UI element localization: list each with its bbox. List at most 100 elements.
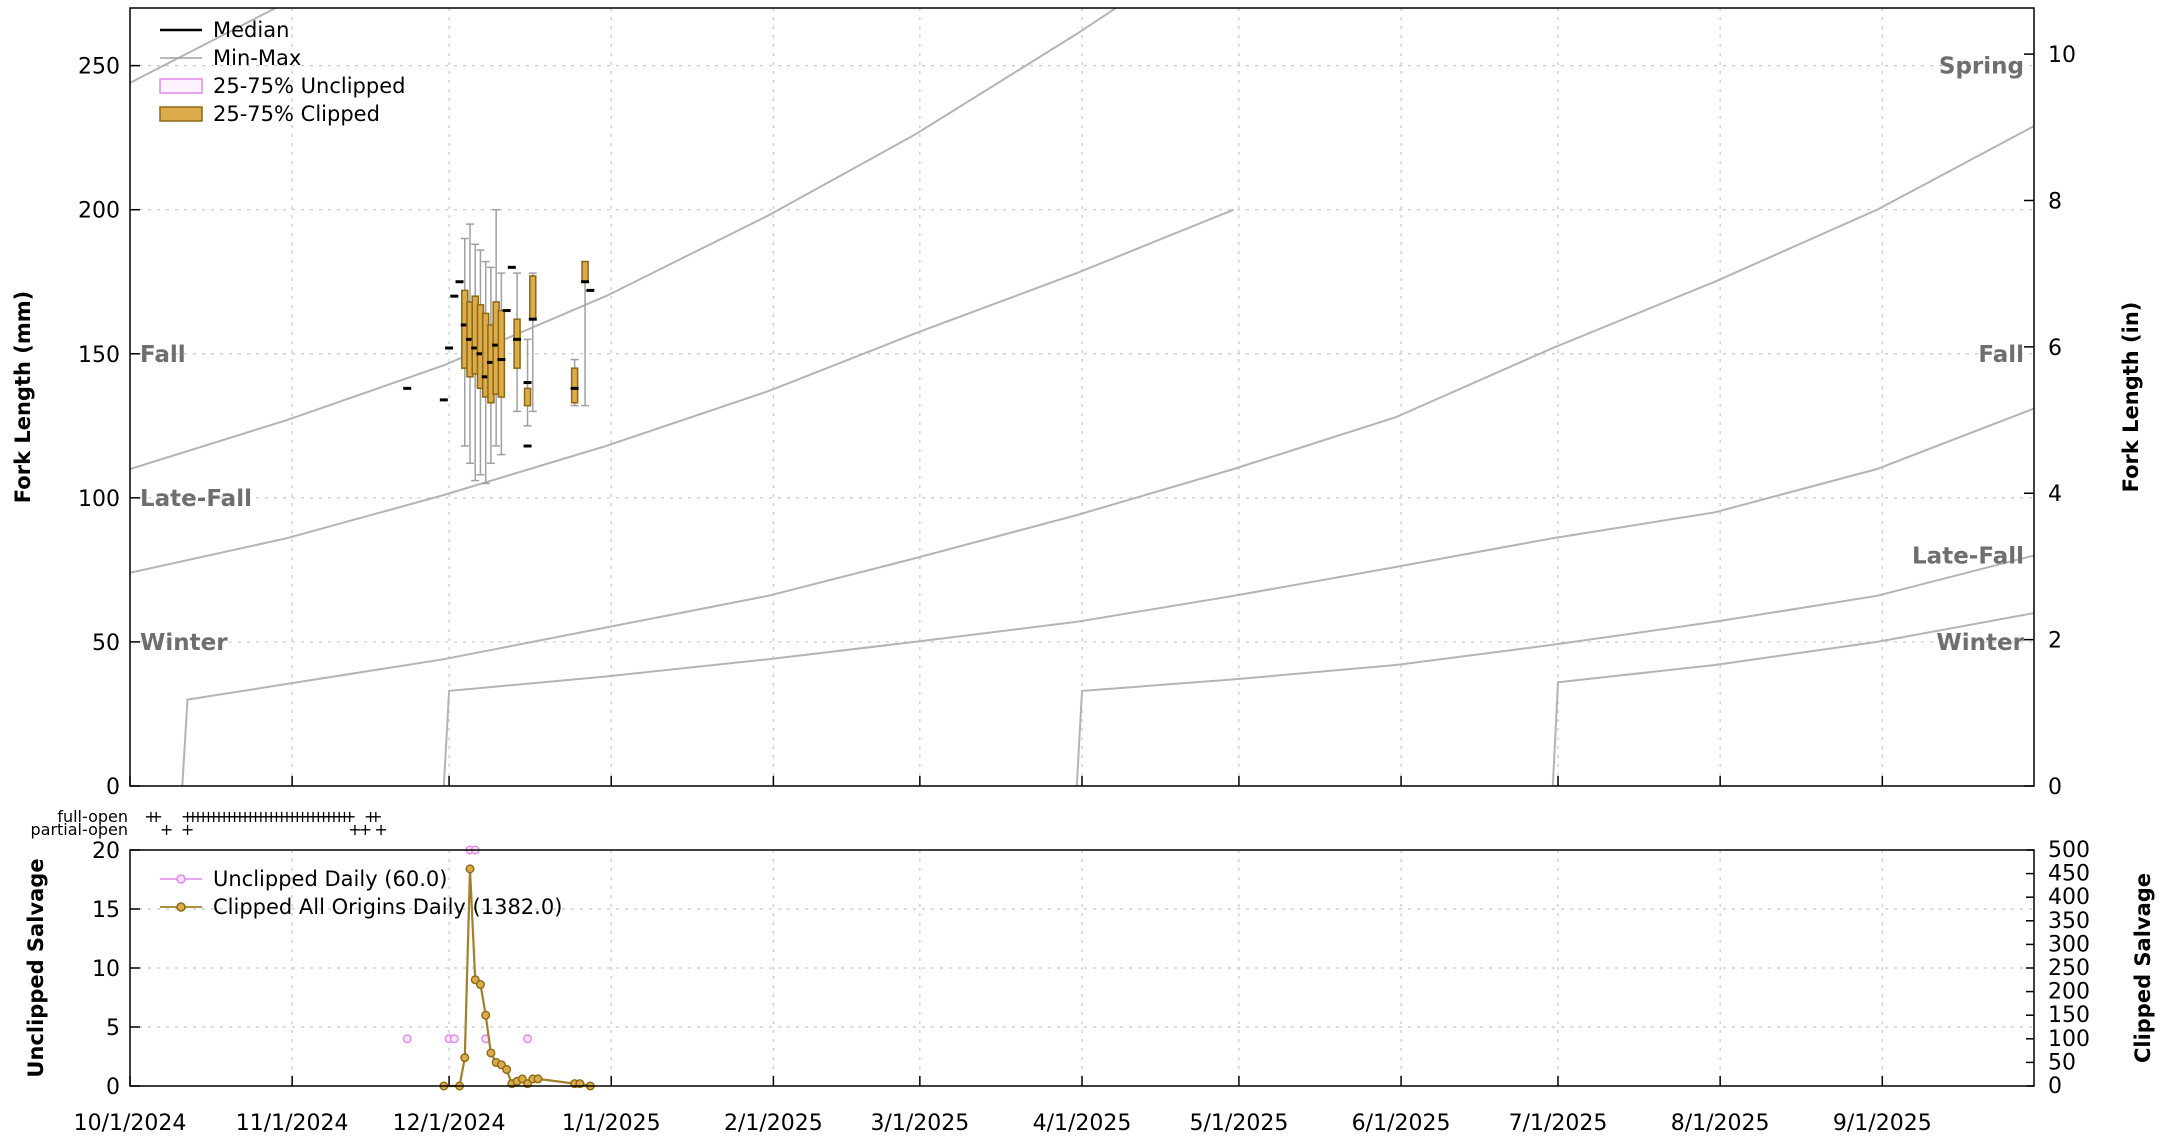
full-open-marker: + — [244, 807, 257, 826]
season-label-right: Late-Fall — [1912, 543, 2024, 569]
legend-clipped-daily-label: Clipped All Origins Daily (1382.0) — [213, 895, 562, 919]
season-label-left: Late-Fall — [140, 486, 252, 512]
top-right-tick-label: 10 — [2048, 43, 2076, 68]
full-open-marker: + — [202, 807, 215, 826]
full-open-marker: + — [254, 807, 267, 826]
bottom-right-tick-label: 250 — [2048, 956, 2090, 981]
legend-unclipped-daily-label: Unclipped Daily (60.0) — [213, 867, 447, 891]
full-open-marker: + — [197, 807, 210, 826]
bottom-right-tick-label: 0 — [2048, 1074, 2062, 1099]
bottom-left-tick-label: 10 — [92, 957, 120, 982]
x-tick-label: 12/1/2024 — [393, 1111, 506, 1136]
top-right-tick-label: 8 — [2048, 189, 2062, 214]
bottom-right-tick-label: 500 — [2048, 838, 2090, 863]
x-tick-label: 3/1/2025 — [870, 1111, 969, 1136]
full-open-marker: + — [306, 807, 319, 826]
full-open-marker: + — [223, 807, 236, 826]
legend-unclipped-label: 25-75% Unclipped — [213, 74, 405, 98]
clipped-iqr-box — [570, 367, 579, 404]
clipped-daily-point — [481, 1010, 491, 1020]
x-tick-label: 1/1/2025 — [562, 1111, 661, 1136]
clipped-iqr-box — [581, 260, 589, 283]
full-open-marker: + — [327, 807, 340, 826]
clipped-iqr-box — [497, 309, 506, 398]
top-left-tick-label: 200 — [78, 199, 120, 224]
x-tick-label: 4/1/2025 — [1033, 1111, 1132, 1136]
top-left-tick-label: 250 — [78, 55, 120, 80]
season-label-right: Fall — [1978, 342, 2024, 368]
top-right-tick-label: 0 — [2048, 775, 2062, 800]
full-open-marker: + — [233, 807, 246, 826]
bottom-left-tick-label: 0 — [106, 1075, 120, 1100]
top-left-tick-label: 100 — [78, 487, 120, 512]
top-left-tick-label: 150 — [78, 343, 120, 368]
x-tick-label: 5/1/2025 — [1190, 1111, 1289, 1136]
legend-unclipped-swatch — [159, 78, 203, 94]
full-open-marker: + — [186, 807, 199, 826]
x-tick-label: 11/1/2024 — [236, 1111, 349, 1136]
top-left-axis-title: Fork Length (mm) — [11, 291, 35, 503]
top-right-tick-label: 2 — [2048, 629, 2062, 654]
bottom-right-tick-label: 150 — [2048, 1003, 2090, 1028]
season-label-right: Winter — [1936, 630, 2024, 656]
top-right-tick-label: 4 — [2048, 482, 2062, 507]
full-open-marker: + — [259, 807, 272, 826]
top-left-tick-label: 50 — [92, 631, 120, 656]
full-open-marker: + — [343, 807, 356, 826]
box-plots — [403, 208, 595, 485]
operations-markers: ++ ++++++++++++++++++++++++++++++++ +++ + ++… — [144, 807, 388, 839]
full-open-marker: + — [322, 807, 335, 826]
full-open-marker: + — [296, 807, 309, 826]
x-tick-label: 2/1/2025 — [724, 1111, 823, 1136]
top-right-axis-title: Fork Length (in) — [2119, 302, 2143, 493]
full-open-marker: + — [280, 807, 293, 826]
x-tick-label: 7/1/2025 — [1509, 1111, 1608, 1136]
full-open-marker: + — [275, 807, 288, 826]
x-tick-label: 6/1/2025 — [1352, 1111, 1451, 1136]
clipped-daily-point — [533, 1074, 543, 1084]
x-tick-label: 9/1/2025 — [1833, 1111, 1932, 1136]
bottom-right-tick-label: 200 — [2048, 980, 2090, 1005]
size-curve — [181, 125, 2034, 786]
legend-clipped-swatch — [159, 106, 203, 122]
bottom-right-tick-label: 350 — [2048, 909, 2090, 934]
full-open-marker: + — [291, 807, 304, 826]
partial-open-marker: + — [348, 820, 361, 839]
bottom-right-tick-label: 450 — [2048, 862, 2090, 887]
x-tick-label: 10/1/2024 — [74, 1111, 187, 1136]
clipped-iqr-box — [513, 318, 521, 369]
partial-open-label: partial-open — [30, 820, 128, 839]
size-criteria-curves — [130, 8, 2034, 786]
bottom-left-tick-label: 20 — [92, 839, 120, 864]
season-label-right: Spring — [1939, 54, 2024, 80]
top-right-tick-label: 6 — [2048, 336, 2062, 361]
partial-open-marker: + — [374, 820, 387, 839]
size-curve — [130, 8, 278, 84]
full-open-marker: + — [207, 807, 220, 826]
full-open-marker: + — [270, 807, 283, 826]
full-open-marker: + — [238, 807, 251, 826]
full-open-marker: + — [181, 807, 194, 826]
legend-clipped-daily-marker — [176, 902, 186, 912]
bottom-right-tick-label: 100 — [2048, 1027, 2090, 1052]
full-open-marker: + — [333, 807, 346, 826]
full-open-marker: + — [217, 807, 230, 826]
unclipped-daily-point — [523, 1034, 533, 1044]
full-open-label: full-open — [57, 807, 128, 826]
full-open-marker: + — [317, 807, 330, 826]
clipped-daily-point — [460, 1053, 470, 1063]
clipped-daily-point — [486, 1048, 496, 1058]
legend-median-label: Median — [213, 18, 289, 42]
bottom-left-axis-title: Unclipped Salvage — [24, 858, 48, 1077]
bottom-left-tick-label: 15 — [92, 898, 120, 923]
clipped-iqr-box — [523, 387, 532, 407]
clipped-daily-point — [502, 1064, 512, 1074]
season-labels: Fall Late-Fall Winter Spring Fall Late-Fall Wi… — [140, 54, 2025, 656]
full-open-marker: + — [338, 807, 351, 826]
size-curve — [130, 8, 1118, 470]
full-open-marker: + — [228, 807, 241, 826]
full-open-marker: + — [265, 807, 278, 826]
season-label-left: Winter — [140, 630, 228, 656]
clipped-daily-point — [465, 864, 475, 874]
top-legend: Median Min-Max 25-75% Unclipped 25-75% C… — [159, 18, 405, 126]
